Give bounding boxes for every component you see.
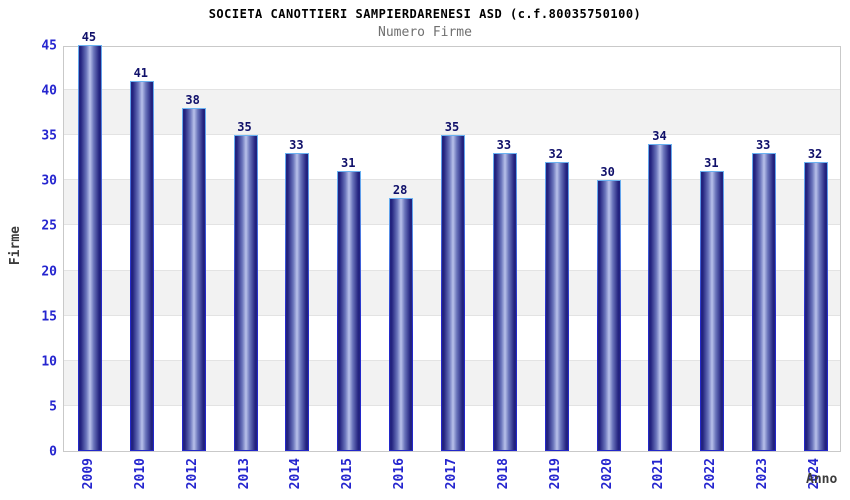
bar-2023 (752, 153, 777, 451)
bar-2013 (233, 135, 258, 451)
bar-value-label-2018: 33 (496, 138, 512, 153)
chart-subtitle: Numero Firme (378, 25, 472, 40)
y-tick-30: 30 (41, 173, 57, 189)
x-tick-2020: 2020 (599, 458, 615, 490)
bar-value-label-2022: 31 (704, 156, 719, 171)
bar-fill (493, 154, 516, 450)
bar-2019 (544, 162, 569, 451)
bar-2012 (181, 108, 206, 451)
x-tick-2015: 2015 (340, 458, 356, 490)
y-tick-5: 5 (49, 399, 57, 415)
bar-value-label-2020: 30 (600, 165, 615, 180)
bar-2016 (389, 198, 414, 451)
bar-2010 (129, 81, 154, 451)
bar-value-label-2016: 28 (392, 183, 408, 198)
x-tick-2022: 2022 (703, 458, 719, 490)
x-tick-2021: 2021 (651, 458, 667, 490)
y-axis-title: Firme (8, 226, 23, 266)
bar-2015 (337, 171, 362, 451)
y-tick-40: 40 (41, 83, 57, 99)
y-tick-35: 35 (41, 128, 57, 144)
bar-fill (338, 172, 361, 450)
bar-2014 (285, 153, 310, 451)
bar-fill (805, 163, 828, 450)
bar-value-label-2009: 45 (81, 30, 97, 44)
bar-value-label-2019: 32 (548, 147, 563, 162)
y-tick-25: 25 (41, 218, 57, 234)
bar-fill (234, 136, 257, 450)
bar-value-label-2017: 35 (444, 120, 460, 135)
bar-fill (753, 154, 776, 450)
x-tick-2010: 2010 (132, 458, 148, 490)
bar-value-label-2012: 38 (185, 93, 200, 108)
y-tick-15: 15 (41, 309, 57, 325)
bar-value-label-2015: 31 (341, 156, 356, 171)
bar-fill (390, 199, 413, 450)
x-tick-2013: 2013 (236, 458, 252, 490)
bar-value-label-2023: 33 (755, 138, 771, 153)
gridline-40 (64, 89, 840, 91)
bar-2024 (804, 162, 829, 451)
y-tick-20: 20 (41, 264, 57, 280)
bar-2022 (700, 171, 725, 451)
bar-fill (649, 145, 672, 450)
bar-fill (597, 181, 620, 450)
bar-fill (130, 82, 153, 450)
x-tick-2016: 2016 (392, 458, 408, 490)
bar-2021 (648, 144, 673, 451)
gridline-35 (64, 134, 840, 136)
bar-fill (182, 109, 205, 450)
bar-fill (78, 46, 101, 450)
chart-title: SOCIETA CANOTTIERI SAMPIERDARENESI ASD (… (208, 7, 642, 21)
y-tick-0: 0 (49, 444, 57, 460)
x-tick-2009: 2009 (80, 458, 96, 490)
bar-value-label-2021: 34 (652, 129, 667, 144)
bar-fill (701, 172, 724, 450)
x-tick-2014: 2014 (288, 458, 304, 490)
x-tick-2018: 2018 (495, 458, 511, 490)
bar-2009 (77, 45, 102, 451)
y-tick-10: 10 (41, 354, 57, 370)
bar-2017 (441, 135, 465, 451)
x-tick-2023: 2023 (755, 458, 771, 490)
bar-2020 (596, 180, 621, 451)
x-tick-2017: 2017 (444, 458, 459, 490)
x-tick-2019: 2019 (547, 458, 563, 490)
x-axis-title: Anno (806, 472, 838, 487)
bar-value-label-2024: 32 (807, 147, 823, 162)
x-tick-2012: 2012 (184, 458, 200, 490)
bar-value-label-2013: 35 (237, 120, 252, 135)
y-tick-45: 45 (41, 38, 57, 54)
bar-value-label-2010: 41 (133, 66, 149, 81)
bar-fill (545, 163, 568, 450)
bar-fill (286, 154, 309, 450)
bar-value-label-2014: 33 (289, 138, 304, 153)
plot-area (63, 45, 841, 452)
bar-fill (442, 136, 464, 450)
bar-2018 (492, 153, 517, 451)
